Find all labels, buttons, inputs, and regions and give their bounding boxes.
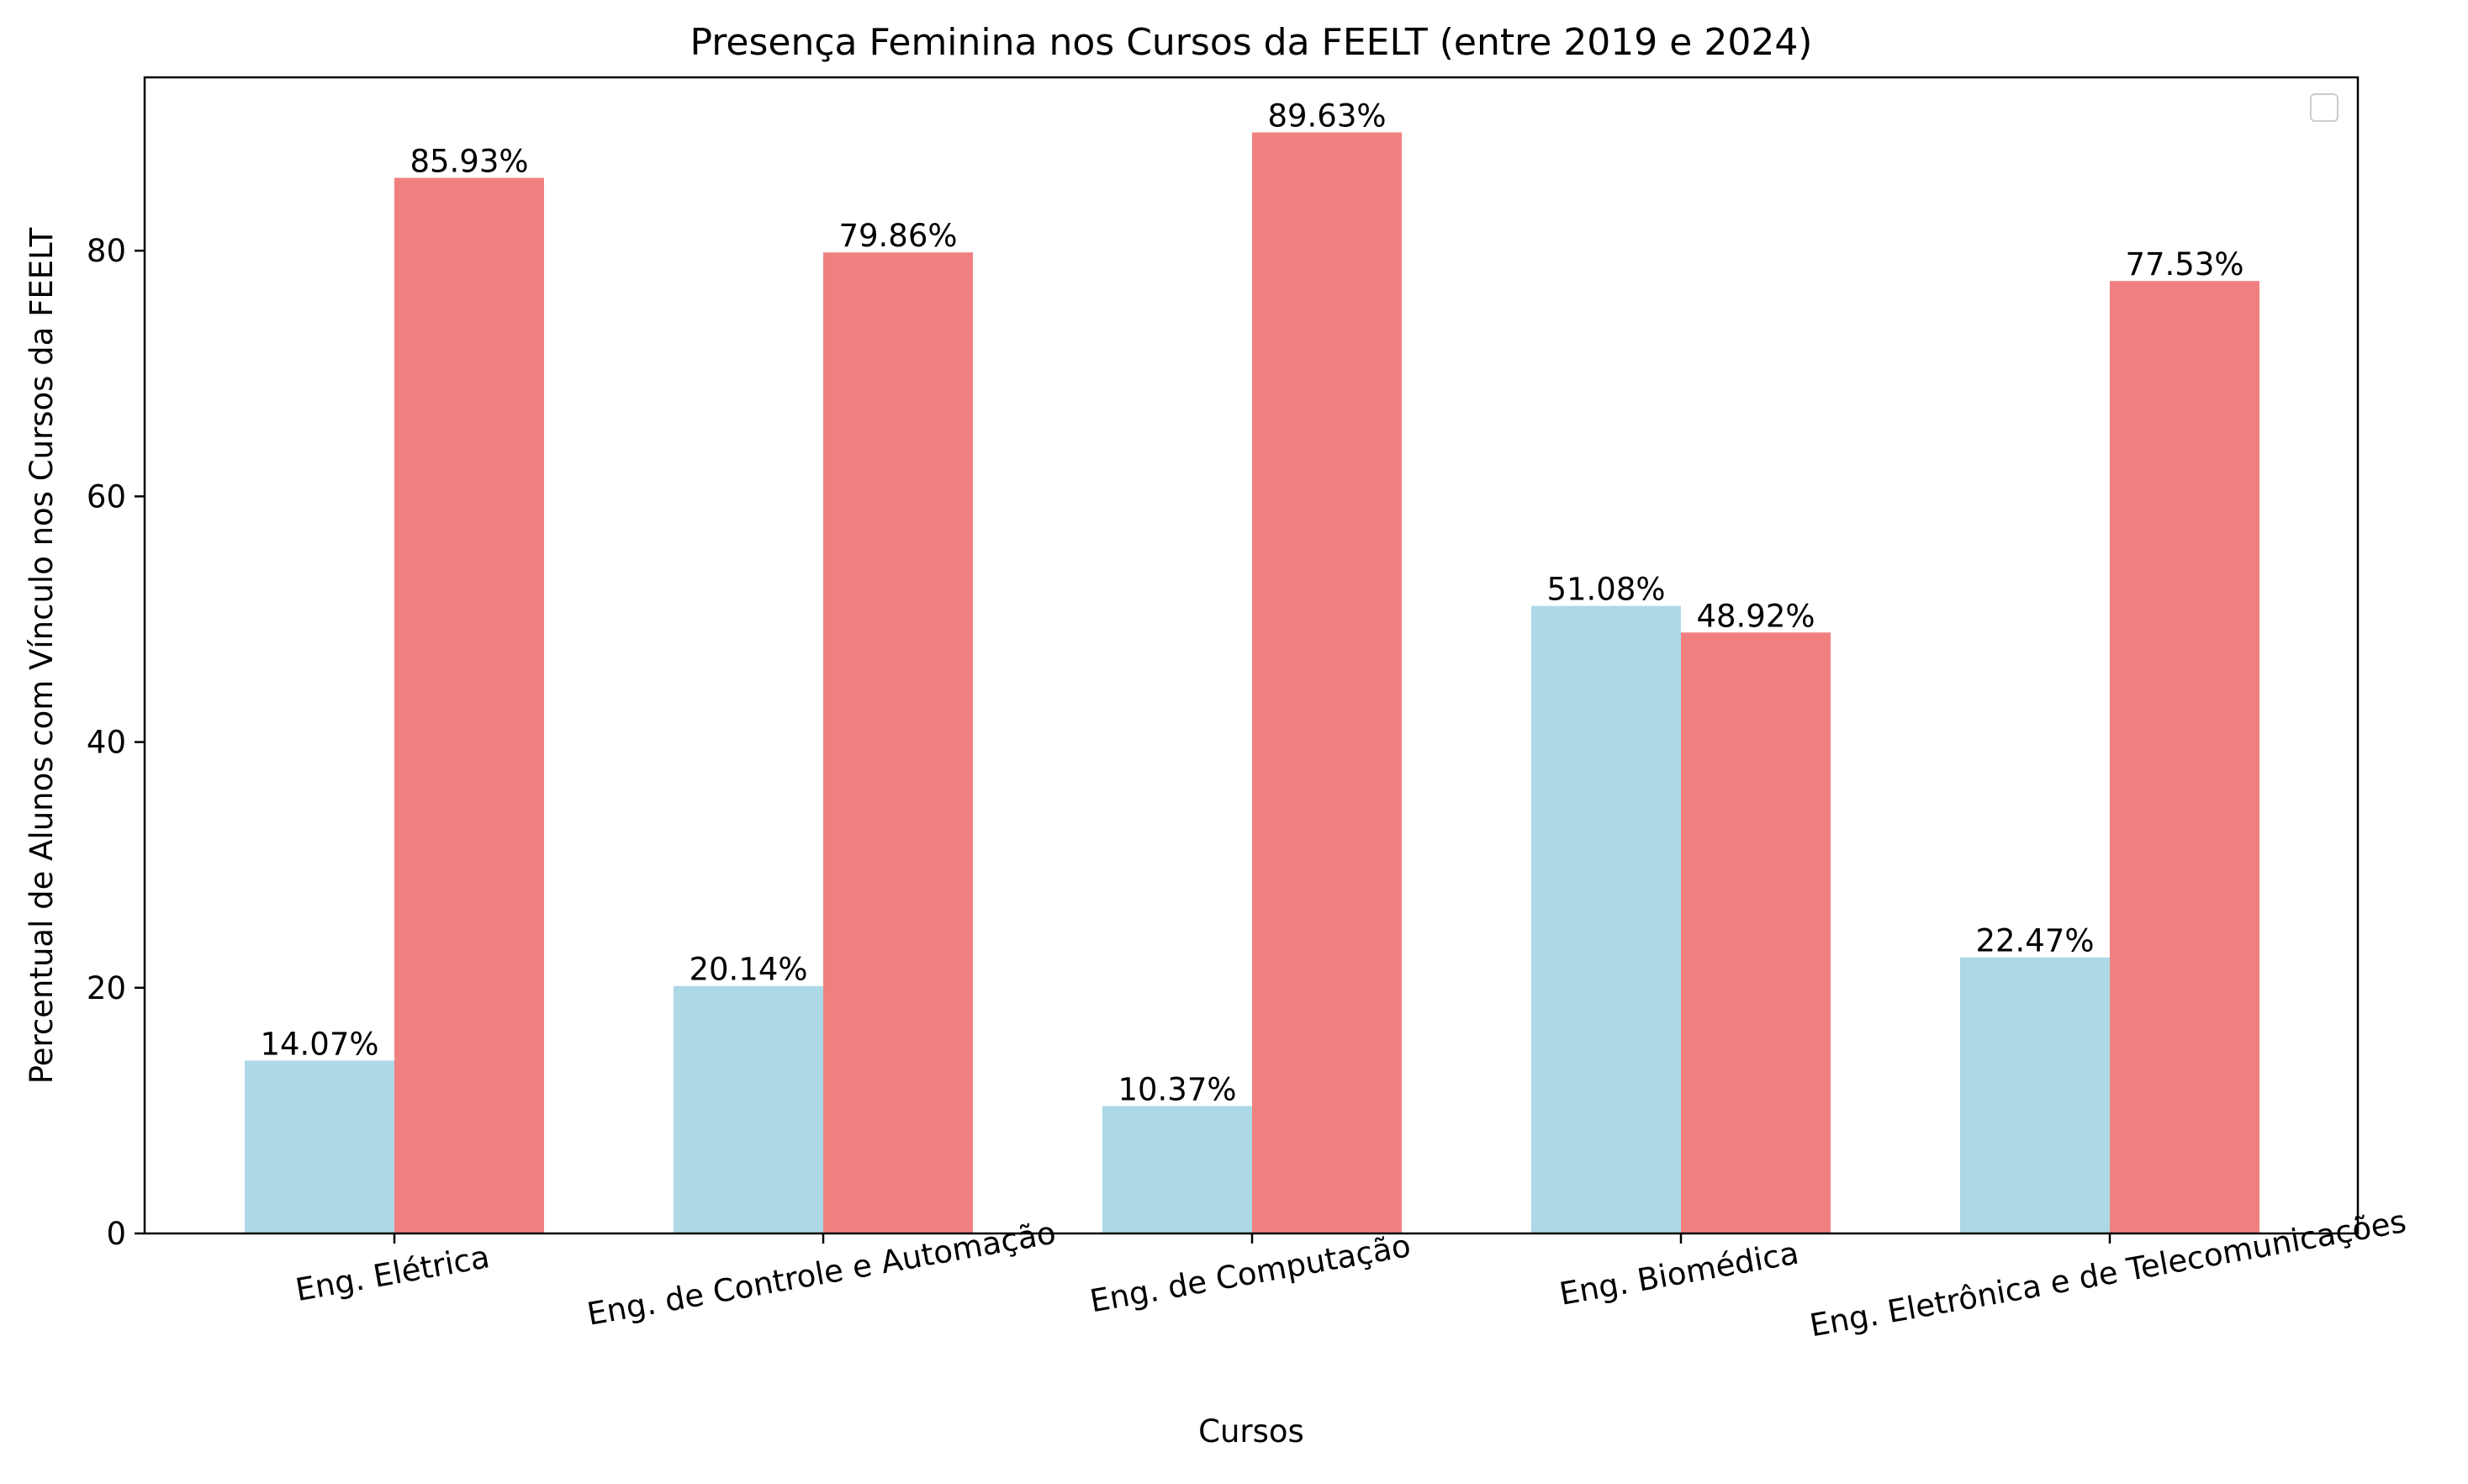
y-axis-label: Percentual de Alunos com Vínculo nos Cur… bbox=[24, 227, 60, 1084]
x-axis-label: Cursos bbox=[1198, 1413, 1304, 1450]
y-tick-label-1: 0 bbox=[106, 1216, 126, 1252]
x-tick-label-1: Eng. Elétrica bbox=[293, 1238, 492, 1308]
x-tick-label-4: Eng. Biomédica bbox=[1556, 1235, 1801, 1312]
x-tick-label-3: Eng. de Computação bbox=[1087, 1228, 1414, 1319]
bar-series-2-3 bbox=[1252, 132, 1402, 1233]
bar-series-2-5 bbox=[2110, 281, 2259, 1233]
bar-label-series-2-1: 85.93% bbox=[410, 144, 528, 180]
bar-label-series-2-2: 79.86% bbox=[838, 218, 957, 254]
bar-label-series-1-5: 22.47% bbox=[1975, 923, 2094, 959]
bar-label-series-2-3: 89.63% bbox=[1267, 98, 1386, 134]
bar-series-2-1 bbox=[394, 177, 544, 1233]
legend-box bbox=[2310, 93, 2339, 122]
y-axis: 0 20 40 60 80 bbox=[87, 233, 145, 1252]
bar-series-1-2 bbox=[674, 985, 823, 1233]
bar-series-1-3 bbox=[1102, 1106, 1252, 1233]
bar-series-1-5 bbox=[1960, 957, 2110, 1233]
bar-label-series-2-5: 77.53% bbox=[2125, 246, 2243, 283]
bar-label-series-1-3: 10.37% bbox=[1118, 1071, 1236, 1107]
bar-labels: 14.07% 20.14% 10.37% 51.08% 22.47% 85.93% 79.8… bbox=[260, 98, 2243, 1107]
bar-series-2-4 bbox=[1681, 632, 1831, 1233]
chart-title: Presença Feminina nos Cursos da FEELT (e… bbox=[690, 21, 1813, 64]
bar-label-series-1-4: 51.08% bbox=[1546, 572, 1665, 608]
y-tick-label-2: 20 bbox=[87, 970, 126, 1006]
bar-label-series-2-4: 48.92% bbox=[1696, 598, 1815, 634]
bar-label-series-1-2: 20.14% bbox=[689, 952, 807, 988]
y-tick-label-3: 40 bbox=[87, 725, 126, 761]
bar-series-2-2 bbox=[823, 252, 973, 1234]
bar-label-series-1-1: 14.07% bbox=[260, 1026, 378, 1062]
y-tick-label-4: 60 bbox=[87, 478, 126, 515]
bars bbox=[245, 132, 2259, 1234]
bar-series-1-1 bbox=[245, 1060, 394, 1233]
bar-series-1-4 bbox=[1531, 605, 1681, 1233]
y-tick-label-5: 80 bbox=[87, 233, 126, 269]
